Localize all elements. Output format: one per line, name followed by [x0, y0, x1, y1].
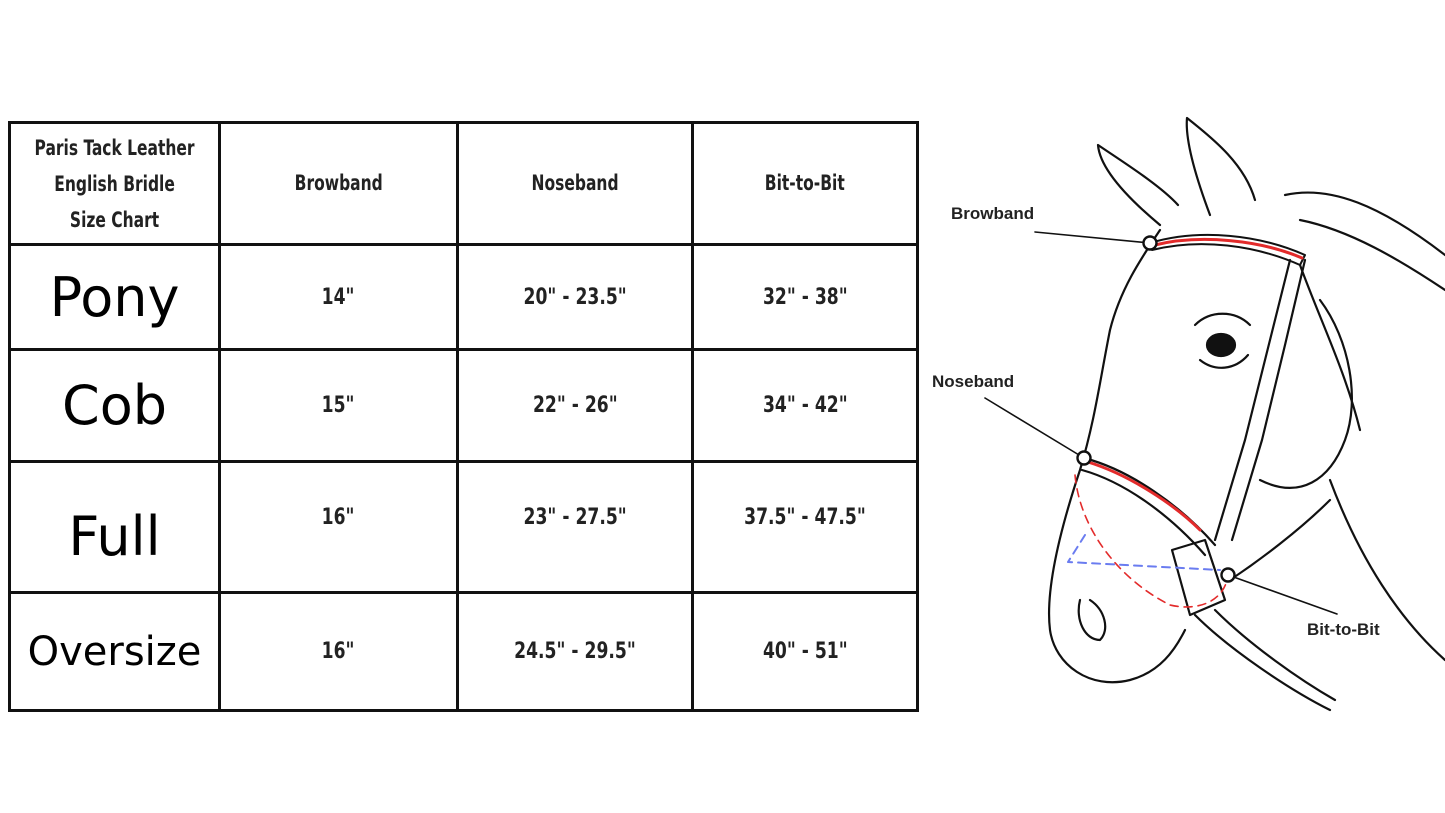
- noseband-value: 23" - 27.5": [523, 505, 627, 530]
- size-chart-table: Paris Tack Leather English Bridle Size C…: [8, 121, 919, 712]
- size-cell: Oversize: [8, 591, 221, 712]
- size-label: Cob: [61, 374, 168, 437]
- noseband-label: Noseband: [932, 372, 1015, 391]
- column-header-label: Browband: [294, 170, 383, 195]
- column-header-noseband: Noseband: [456, 121, 694, 246]
- noseband-strap: [1080, 456, 1217, 557]
- column-header-bit-to-bit: Bit-to-Bit: [691, 121, 919, 246]
- browband-marker: [1142, 235, 1158, 251]
- table-row: Cob 15" 22" - 26" 34" - 42": [8, 348, 919, 463]
- table-row: Pony 14" 20" - 23.5" 32" - 38": [8, 243, 919, 351]
- noseband-cell: 20" - 23.5": [456, 243, 694, 351]
- cheekpiece: [1213, 258, 1307, 542]
- browband-value: 16": [322, 639, 355, 664]
- title-line: English Bridle: [54, 171, 175, 196]
- size-label: Oversize: [27, 628, 202, 675]
- noseband-value: 24.5" - 29.5": [514, 639, 636, 664]
- column-header-browband: Browband: [218, 121, 459, 246]
- browband-cell: 15": [218, 348, 459, 463]
- column-header-label: Noseband: [531, 170, 619, 195]
- noseband-leader: [984, 397, 1085, 459]
- chart-title-cell: Paris Tack Leather English Bridle Size C…: [8, 121, 221, 246]
- head-outline: [1047, 228, 1187, 684]
- eye: [1205, 332, 1237, 358]
- size-cell: Pony: [8, 243, 221, 351]
- table-row: Full 16" 23" - 27.5" 37.5" - 47.5": [8, 460, 919, 594]
- nostril: [1077, 598, 1107, 642]
- browband-cell: 16": [218, 591, 459, 712]
- mane: [1283, 191, 1445, 292]
- throat-line: [1228, 498, 1332, 582]
- header-row: Paris Tack Leather English Bridle Size C…: [8, 121, 919, 246]
- bit-to-bit-value: 40" - 51": [762, 639, 848, 664]
- bit-to-bit-value: 32" - 38": [762, 284, 848, 310]
- bit-to-bit-leader: [1227, 574, 1338, 615]
- bit-to-bit-cell: 37.5" - 47.5": [691, 460, 919, 594]
- noseband-cell: 24.5" - 29.5": [456, 591, 694, 712]
- noseband-value: 22" - 26": [532, 393, 618, 418]
- chart-title: Paris Tack Leather English Bridle Size C…: [34, 130, 194, 238]
- table-row: Oversize 16" 24.5" - 29.5" 40" - 51": [8, 591, 919, 712]
- bit-to-bit-cell: 32" - 38": [691, 243, 919, 351]
- bit-to-bit-value: 37.5" - 47.5": [744, 505, 866, 530]
- bit-to-bit-marker: [1220, 567, 1236, 583]
- browband-cell: 14": [218, 243, 459, 351]
- bit-to-bit-value: 34" - 42": [762, 393, 848, 418]
- browband-strap: [1149, 233, 1306, 266]
- ear-right: [1185, 116, 1257, 217]
- ear-left: [1096, 143, 1180, 227]
- rein: [1193, 608, 1337, 712]
- neck-line: [1328, 478, 1445, 662]
- bit-ring: [1170, 538, 1227, 617]
- column-header-label: Bit-to-Bit: [765, 170, 845, 195]
- size-label: Full: [68, 504, 161, 568]
- jaw-outline: [1258, 298, 1353, 489]
- browband-leader: [1034, 231, 1151, 244]
- browband-value: 15": [322, 393, 355, 418]
- bit-to-bit-label: Bit-to-Bit: [1307, 620, 1380, 639]
- title-line: Paris Tack Leather: [34, 135, 195, 160]
- title-line: Size Chart: [69, 207, 160, 232]
- size-cell: Cob: [8, 348, 221, 463]
- bit-to-bit-cell: 40" - 51": [691, 591, 919, 712]
- browband-label: Browband: [951, 204, 1035, 223]
- noseband-marker: [1076, 450, 1092, 466]
- horse-head-illustration: [984, 116, 1445, 712]
- browband-value: 16": [322, 505, 355, 530]
- noseband-value: 20" - 23.5": [523, 284, 627, 310]
- size-label: Pony: [49, 265, 180, 329]
- browband-value: 14": [322, 284, 355, 310]
- bit-measure-line: [1067, 534, 1221, 571]
- size-cell: Full: [8, 460, 221, 594]
- noseband-cell: 23" - 27.5": [456, 460, 694, 594]
- noseband-measure-line: [1074, 474, 1229, 608]
- throatlatch: [1298, 263, 1362, 432]
- browband-cell: 16": [218, 460, 459, 594]
- horse-bridle-diagram: Browband Noseband Bit-to-Bit: [925, 110, 1445, 720]
- noseband-cell: 22" - 26": [456, 348, 694, 463]
- bit-to-bit-cell: 34" - 42": [691, 348, 919, 463]
